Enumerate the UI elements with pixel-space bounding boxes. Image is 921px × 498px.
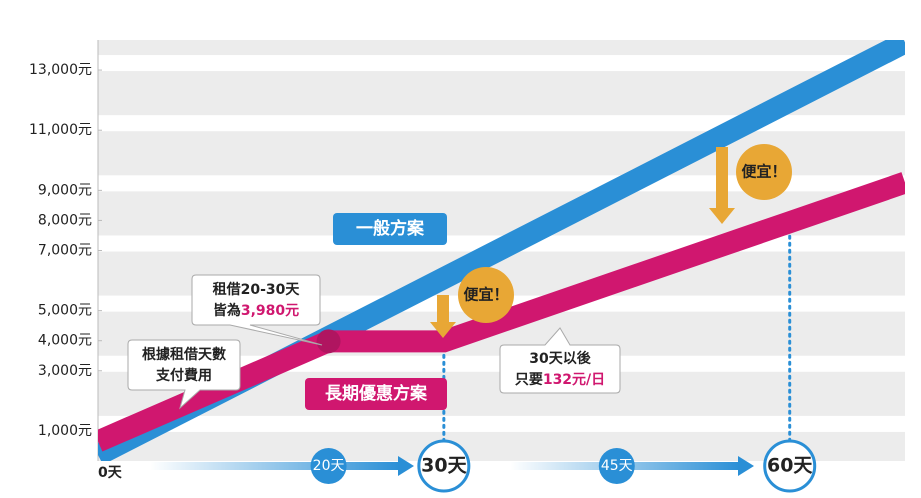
badge: [736, 144, 792, 200]
bubble: [191, 274, 323, 346]
y-tick-label: 11,000元: [29, 122, 92, 138]
y-tick-label: 4,000元: [38, 333, 92, 349]
day-circle: [417, 439, 471, 493]
y-tick-label: 3,000元: [38, 363, 92, 379]
y-tick-label: 5,000元: [38, 303, 92, 319]
blue-tag: [333, 213, 447, 245]
blue-tag-text: 一般方案: [356, 218, 425, 239]
stripe: [98, 55, 905, 72]
bubble-text: 租借20-30天: [213, 281, 301, 298]
bubble: [499, 327, 621, 394]
day-label: 20天: [313, 458, 345, 474]
y-tick-label: 9,000元: [38, 182, 92, 198]
pink-tag-text: 長期優惠方案: [325, 383, 428, 404]
stripe: [98, 175, 905, 192]
day-circle: [598, 448, 635, 484]
bubble-price: 132元/日: [543, 372, 605, 388]
y-tick-label: 13,000元: [29, 62, 92, 78]
badge-text: 便宜！: [463, 286, 508, 304]
bubble: [127, 339, 241, 410]
badge: [458, 267, 514, 323]
day-label: 30天: [421, 455, 467, 477]
timeline-arrow: [738, 456, 754, 476]
y-tick-label: 1,000元: [38, 423, 92, 439]
bubble-text: 支付費用: [155, 367, 212, 384]
stripe: [98, 415, 905, 432]
annotations: 一般方案 長期優惠方案 便宜！ 便宜！ 租借20-30天 皆為3,980元 根據…: [127, 144, 792, 410]
bubble-text: 只要: [515, 372, 543, 388]
timeline-arrow: [150, 462, 400, 470]
arrow: [430, 295, 456, 338]
bubble-text: 30天以後: [529, 350, 591, 367]
bubble-price: 3,980元: [241, 303, 299, 319]
bubble-text: 皆為3,980元: [213, 302, 299, 319]
y-tick-label: 8,000元: [38, 212, 92, 228]
day-label: 45天: [601, 458, 633, 474]
bubble-text: 皆為: [213, 302, 241, 319]
day-circle: [310, 448, 347, 484]
y-tick-label: 7,000元: [38, 243, 92, 259]
stripe: [98, 115, 905, 132]
day-circle: [763, 439, 817, 493]
timeline-arrow: [398, 456, 414, 476]
bubble-text: 根據租借天數: [142, 346, 226, 363]
badge-text: 便宜！: [741, 163, 786, 181]
junction-dot: [316, 329, 341, 354]
pink-tag: [305, 378, 447, 410]
x-tick-label: 0天: [98, 465, 123, 481]
bubble-text: 只要132元/日: [515, 372, 605, 388]
arrow: [709, 147, 735, 224]
day-label: 60天: [767, 455, 813, 477]
series-line: [98, 172, 905, 452]
